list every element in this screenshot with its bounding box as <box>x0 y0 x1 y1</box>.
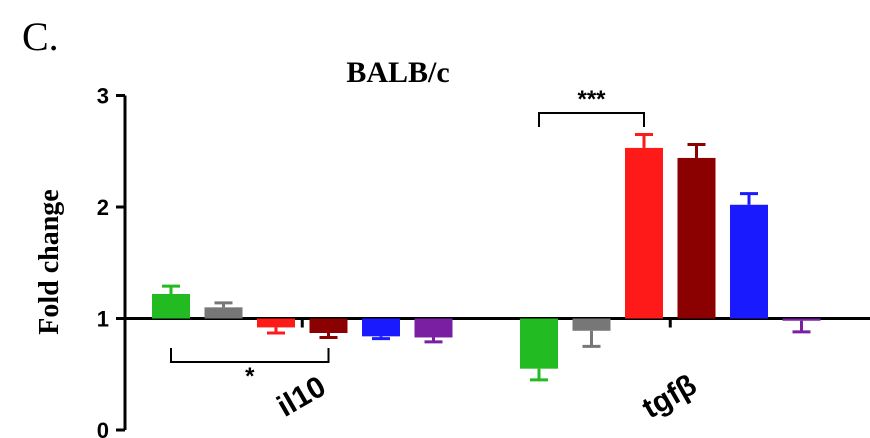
category-label: tgfβ <box>637 368 703 425</box>
significance-bracket <box>539 113 644 127</box>
bar <box>362 319 400 337</box>
significance-bracket <box>171 348 329 362</box>
y-tick-label: 3 <box>97 84 109 109</box>
y-tick-label: 2 <box>97 195 109 220</box>
bar <box>625 148 663 319</box>
y-tick-label: 1 <box>97 307 109 332</box>
bar <box>520 319 558 369</box>
bar <box>205 307 243 318</box>
panel-label: C. <box>22 14 59 59</box>
significance-label: * <box>245 363 255 390</box>
y-tick-label: 0 <box>97 418 109 438</box>
bar <box>415 319 453 338</box>
category-labels: il10 tgfβ <box>272 368 703 425</box>
category-label: il10 <box>272 370 332 424</box>
bar <box>573 319 611 331</box>
bar <box>310 319 348 333</box>
bar <box>257 319 295 328</box>
bar <box>152 294 190 319</box>
bars <box>152 135 821 380</box>
y-axis-label: Fold change <box>34 189 65 334</box>
significance-annotations: **** <box>171 86 644 390</box>
significance-label: *** <box>577 86 606 113</box>
bar <box>730 205 768 319</box>
bar <box>783 319 821 321</box>
chart-title: BALB/c <box>346 56 449 89</box>
bar <box>678 158 716 319</box>
